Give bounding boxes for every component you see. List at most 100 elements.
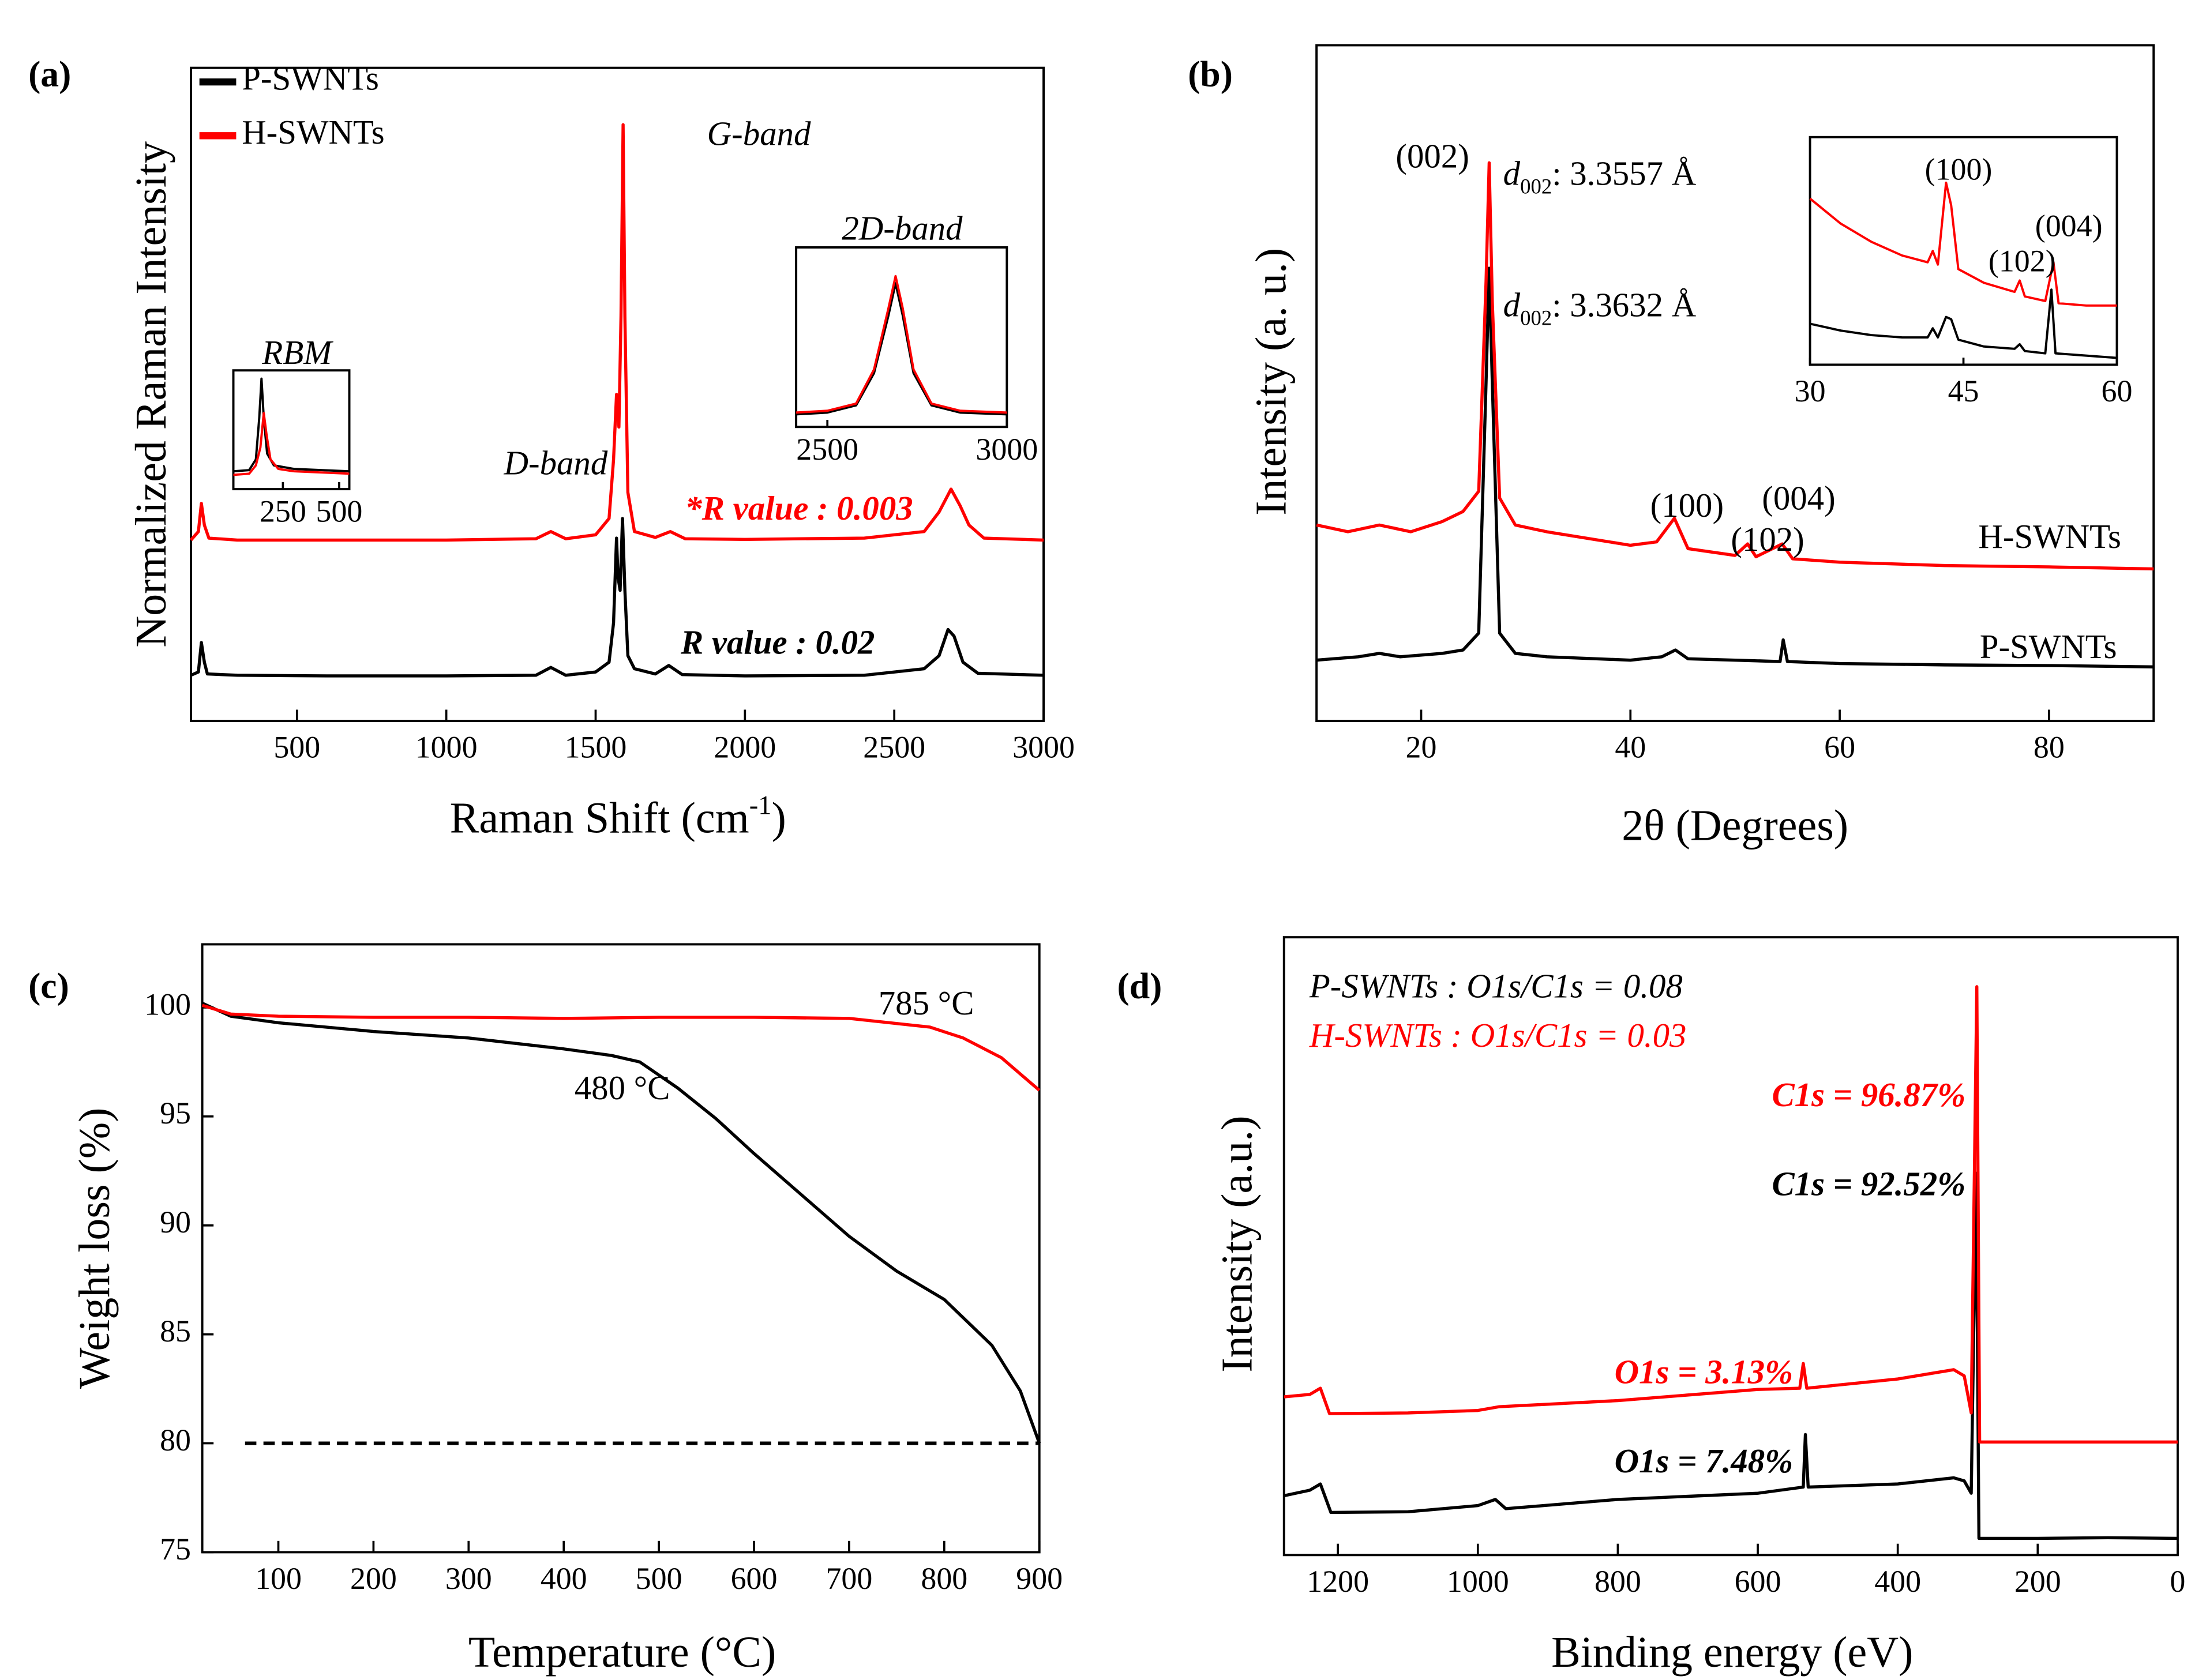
annotation: C1s = 92.52% (1772, 1166, 1965, 1203)
y-axis-label: Weight loss (%) (70, 1108, 119, 1389)
series-line (201, 1001, 1041, 1444)
annotation-part: : 3.3632 Å (1552, 286, 1696, 324)
y-axis-label: Intensity (a.u.) (1213, 1115, 1262, 1372)
annotation: d002: 3.3632 Å (1503, 286, 1697, 329)
inset-frame (1809, 136, 2118, 366)
series-line (233, 377, 350, 473)
x-tick-label: 40 (1615, 730, 1646, 765)
x-tick-label: 200 (350, 1561, 397, 1596)
panel-label: (a) (28, 53, 71, 94)
annotation: d002: 3.3557 Å (1503, 155, 1697, 198)
annotation: 785 °C (879, 984, 974, 1022)
legend-label: H-SWNTs (242, 114, 384, 151)
annotation: R value : 0.02 (680, 624, 875, 662)
x-tick-label: 900 (1016, 1561, 1063, 1596)
inset-title: 2D-band (842, 209, 963, 247)
series-line (796, 275, 1007, 414)
x-tick-label: 400 (541, 1561, 587, 1596)
x-tick-label: 2000 (714, 730, 776, 765)
x-tick-label: 600 (1735, 1564, 1781, 1599)
series-line (1284, 1171, 2178, 1540)
x-tick-label: 1000 (415, 730, 478, 765)
series-line (1809, 181, 2117, 307)
plot-frame (1282, 936, 2179, 1557)
inset-annotation: (102) (1989, 244, 2056, 279)
plot-frame (201, 943, 1041, 1554)
annotation: O1s = 3.13% (1615, 1354, 1794, 1391)
x-tick-label: 300 (445, 1561, 492, 1596)
y-axis-label: Intensity (a. u.) (1247, 248, 1295, 516)
series-line (201, 1004, 1041, 1092)
annotation-part: d (1503, 286, 1521, 324)
annotation: C1s = 96.87% (1772, 1076, 1965, 1114)
y-tick-label: 100 (144, 987, 191, 1021)
x-tick-label: 500 (316, 494, 363, 529)
annotation: (100) (1650, 487, 1724, 524)
annotation: D-band (504, 444, 608, 482)
x-axis-label-part: Raman Shift (cm (450, 794, 749, 843)
y-tick-label: 85 (160, 1314, 191, 1348)
x-axis-label-part: ) (771, 794, 786, 843)
x-axis-label: 2θ (Degrees) (1622, 801, 1848, 850)
x-tick-label: 0 (2170, 1564, 2185, 1599)
x-tick-label: 700 (826, 1561, 872, 1596)
series-line (796, 282, 1007, 416)
x-tick-label: 20 (1406, 730, 1437, 765)
x-tick-label: 800 (921, 1561, 967, 1596)
legend-label: P-SWNTs (242, 60, 379, 97)
y-tick-label: 80 (160, 1423, 191, 1457)
x-tick-label: 3000 (1012, 730, 1075, 765)
x-tick-label: 200 (2014, 1564, 2061, 1599)
y-tick-label: 75 (160, 1532, 191, 1566)
x-tick-label: 1500 (565, 730, 627, 765)
x-tick-label: 500 (636, 1561, 682, 1596)
inset-annotation: (100) (1925, 152, 1993, 186)
annotation: H-SWNTs : O1s/C1s = 0.03 (1309, 1017, 1687, 1054)
annotation: *R value : 0.003 (685, 490, 913, 527)
annotation-part: d (1503, 155, 1521, 192)
series-line (1316, 266, 2154, 669)
x-tick-label: 60 (1824, 730, 1855, 765)
inset-title: RBM (261, 334, 333, 371)
x-tick-label: 2500 (863, 730, 925, 765)
x-tick-label: 500 (273, 730, 320, 765)
x-tick-label: 80 (2034, 730, 2065, 765)
series-line (1316, 161, 2154, 571)
x-tick-label: 400 (1874, 1564, 1921, 1599)
panel-label: (b) (1188, 53, 1233, 94)
annotation: G-band (707, 115, 811, 152)
x-tick-label: 250 (260, 494, 306, 529)
series-line (1284, 985, 2178, 1444)
inset-frame (795, 246, 1008, 429)
x-axis-label: Raman Shift (cm-1) (450, 791, 786, 843)
x-axis-label: Temperature (°C) (468, 1628, 776, 1677)
x-axis-label-part: -1 (749, 791, 772, 821)
series-line (190, 517, 1044, 678)
x-tick-label: 800 (1595, 1564, 1641, 1599)
series-line (189, 123, 1044, 542)
y-tick-label: 90 (160, 1205, 191, 1239)
annotation: (102) (1731, 521, 1804, 558)
annotation-part: 002 (1520, 306, 1552, 329)
series-label: P-SWNTs (1980, 628, 2117, 666)
x-tick-label: 2500 (796, 432, 858, 467)
annotation-part: 002 (1520, 174, 1552, 198)
annotation: (002) (1395, 137, 1469, 175)
annotation: O1s = 7.48% (1615, 1442, 1794, 1480)
annotation: 480 °C (575, 1069, 670, 1107)
x-tick-label: 45 (1948, 374, 1979, 408)
x-tick-label: 3000 (976, 432, 1038, 467)
x-tick-label: 30 (1795, 374, 1826, 408)
annotation-part: : 3.3557 Å (1552, 155, 1696, 192)
x-tick-label: 100 (255, 1561, 302, 1596)
y-tick-label: 95 (160, 1096, 191, 1130)
series-label: H-SWNTs (1978, 518, 2121, 555)
series-line (233, 412, 350, 476)
annotation: P-SWNTs : O1s/C1s = 0.08 (1309, 967, 1683, 1005)
panel-label: (c) (28, 965, 69, 1006)
x-tick-label: 600 (731, 1561, 778, 1596)
x-tick-label: 1000 (1447, 1564, 1509, 1599)
annotation: (004) (1762, 480, 1835, 517)
y-axis-label: Normalized Raman Intensity (127, 141, 175, 648)
